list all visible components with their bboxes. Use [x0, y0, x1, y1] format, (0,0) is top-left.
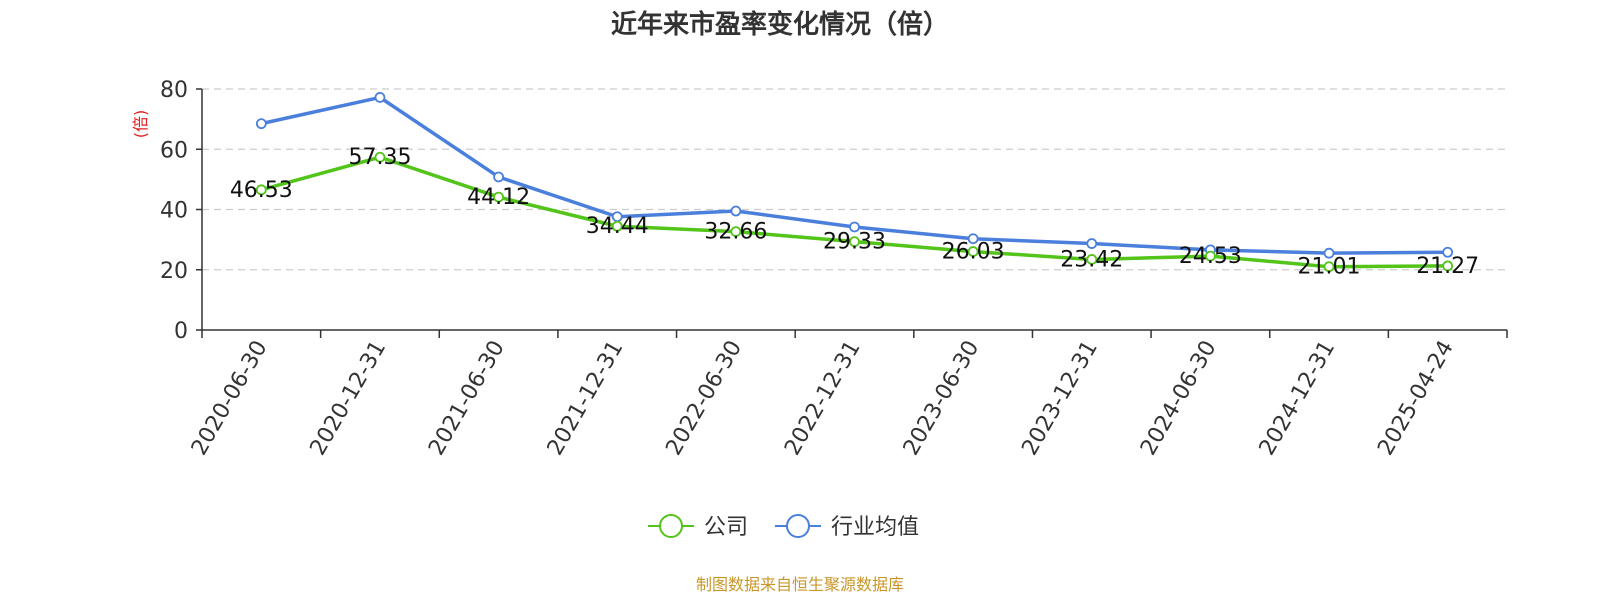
x-tick-label: 2023-06-30	[899, 337, 985, 460]
data-point	[849, 221, 860, 233]
x-tick-label: 2020-06-30	[187, 337, 273, 460]
data-point	[493, 171, 504, 183]
data-label: 23.42	[1060, 247, 1123, 272]
data-point	[1442, 246, 1454, 258]
data-point	[1086, 238, 1098, 249]
data-point	[255, 118, 267, 130]
data-point	[730, 205, 742, 217]
y-tick-label: 0	[174, 319, 188, 344]
y-tick-label: 60	[160, 138, 188, 163]
y-tick-label: 20	[160, 259, 188, 284]
data-point	[1323, 261, 1335, 273]
data-point	[611, 220, 623, 232]
data-label: 24.53	[1179, 244, 1242, 269]
x-tick-label: 2021-06-30	[424, 337, 510, 460]
data-point	[967, 233, 979, 245]
data-point	[374, 92, 386, 103]
data-label: 57.35	[348, 145, 411, 170]
grid-lines	[202, 88, 1507, 271]
legend-label: 行业均值	[831, 515, 919, 540]
data-label: 46.53	[230, 178, 293, 203]
data-point	[967, 246, 979, 257]
x-tick-label: 2021-12-31	[543, 337, 629, 460]
data-point	[374, 151, 386, 163]
chart-title: 近年来市盈率变化情况（倍）	[611, 9, 949, 40]
data-point	[1086, 254, 1098, 265]
source-note: 制图数据来自恒生聚源数据库	[696, 575, 904, 594]
legend-marker	[786, 514, 810, 538]
x-tick-label: 2023-12-31	[1017, 337, 1103, 460]
data-label: 21.01	[1298, 255, 1361, 280]
data-label: 26.03	[942, 240, 1005, 265]
data-point	[730, 226, 742, 238]
data-label: 34.44	[586, 214, 649, 239]
data-point	[1205, 250, 1216, 262]
series-lines	[255, 92, 1454, 273]
x-tick-label: 2024-06-30	[1136, 337, 1222, 460]
axes	[196, 88, 1508, 338]
data-label: 44.12	[467, 185, 530, 210]
data-point	[849, 236, 860, 248]
data-label: 29.33	[823, 230, 886, 255]
data-point	[1323, 247, 1335, 259]
x-tick-labels: 2020-06-30 2020-12-31 2021-06-30 2021-12-31…	[187, 337, 1459, 460]
data-label: 21.27	[1416, 254, 1479, 279]
x-tick-label: 2025-04-24	[1373, 337, 1459, 460]
data-point	[493, 191, 504, 203]
y-tick-label: 80	[160, 78, 188, 103]
x-tick-label: 2022-12-31	[780, 337, 866, 460]
data-label: 32.66	[704, 220, 767, 245]
data-labels: 46.53 57.35 44.12 34.44 32.66 29.33 26.03 23.42…	[230, 145, 1479, 279]
legend-label: 公司	[704, 515, 748, 540]
data-point	[1442, 260, 1454, 272]
legend: 公司 行业均值	[648, 514, 919, 540]
y-tick-label: 40	[160, 199, 188, 224]
data-point	[255, 184, 267, 196]
x-tick-label: 2020-12-31	[306, 337, 392, 460]
y-tick-labels: 0 20 40 60 80	[160, 78, 188, 344]
x-tick-label: 2022-06-30	[661, 337, 747, 460]
legend-marker	[659, 514, 683, 538]
y-axis-label: (倍)	[131, 110, 150, 139]
x-tick-label: 2024-12-31	[1255, 337, 1341, 460]
